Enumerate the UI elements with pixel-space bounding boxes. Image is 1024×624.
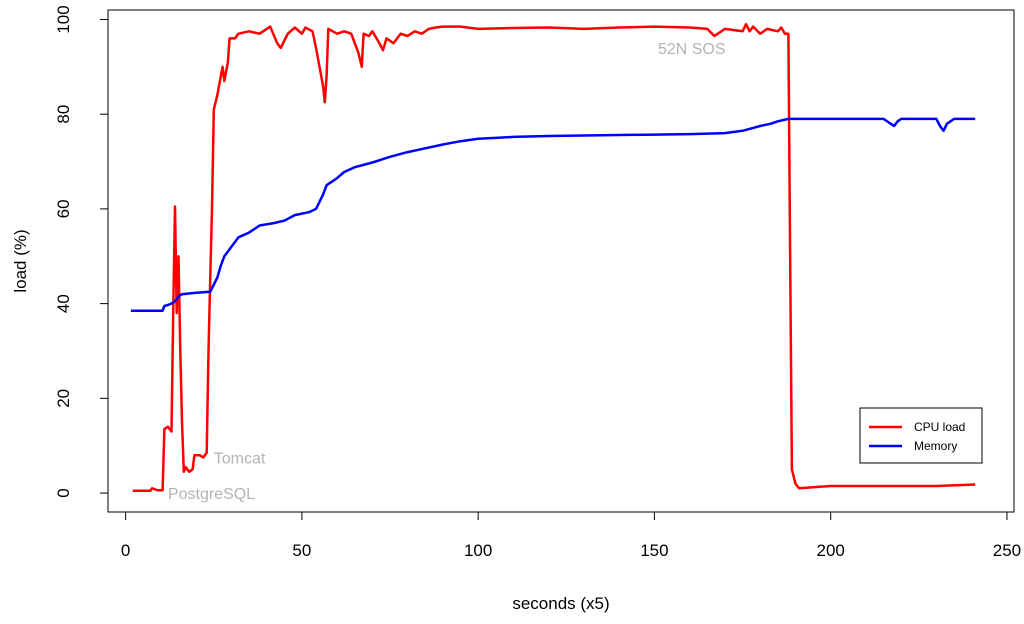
series-layer [130, 22, 976, 492]
x-axis: 0 50 100 150 200 250 [121, 511, 1021, 560]
x-tick-label: 200 [816, 541, 844, 560]
y-axis: 0 20 40 60 80 100 [54, 5, 109, 498]
annotation-label: Tomcat [214, 451, 266, 468]
series-line-cpu-load [132, 22, 976, 492]
series-line-memory [130, 117, 976, 312]
legend: CPU load Memory [859, 407, 983, 464]
x-tick-label: 150 [640, 541, 668, 560]
x-tick-label: 100 [464, 541, 492, 560]
y-tick-label: 20 [54, 389, 73, 408]
annotation-layer: PostgreSQL Tomcat 52N SOS [168, 41, 726, 503]
y-tick-label: 100 [54, 5, 73, 33]
x-axis-title: seconds (x5) [512, 594, 609, 613]
annotation-label: PostgreSQL [168, 486, 255, 503]
y-tick-label: 80 [54, 105, 73, 124]
y-tick-label: 40 [54, 294, 73, 313]
legend-label-memory: Memory [914, 439, 957, 453]
x-tick-label: 50 [292, 541, 311, 560]
legend-box [859, 407, 983, 464]
x-tick-label: 250 [993, 541, 1021, 560]
annotation-label: 52N SOS [658, 41, 726, 58]
legend-label-cpu: CPU load [914, 420, 965, 434]
x-tick-label: 0 [121, 541, 130, 560]
y-tick-label: 60 [54, 199, 73, 218]
y-axis-title: load (%) [11, 229, 30, 292]
y-tick-label: 0 [54, 488, 73, 497]
